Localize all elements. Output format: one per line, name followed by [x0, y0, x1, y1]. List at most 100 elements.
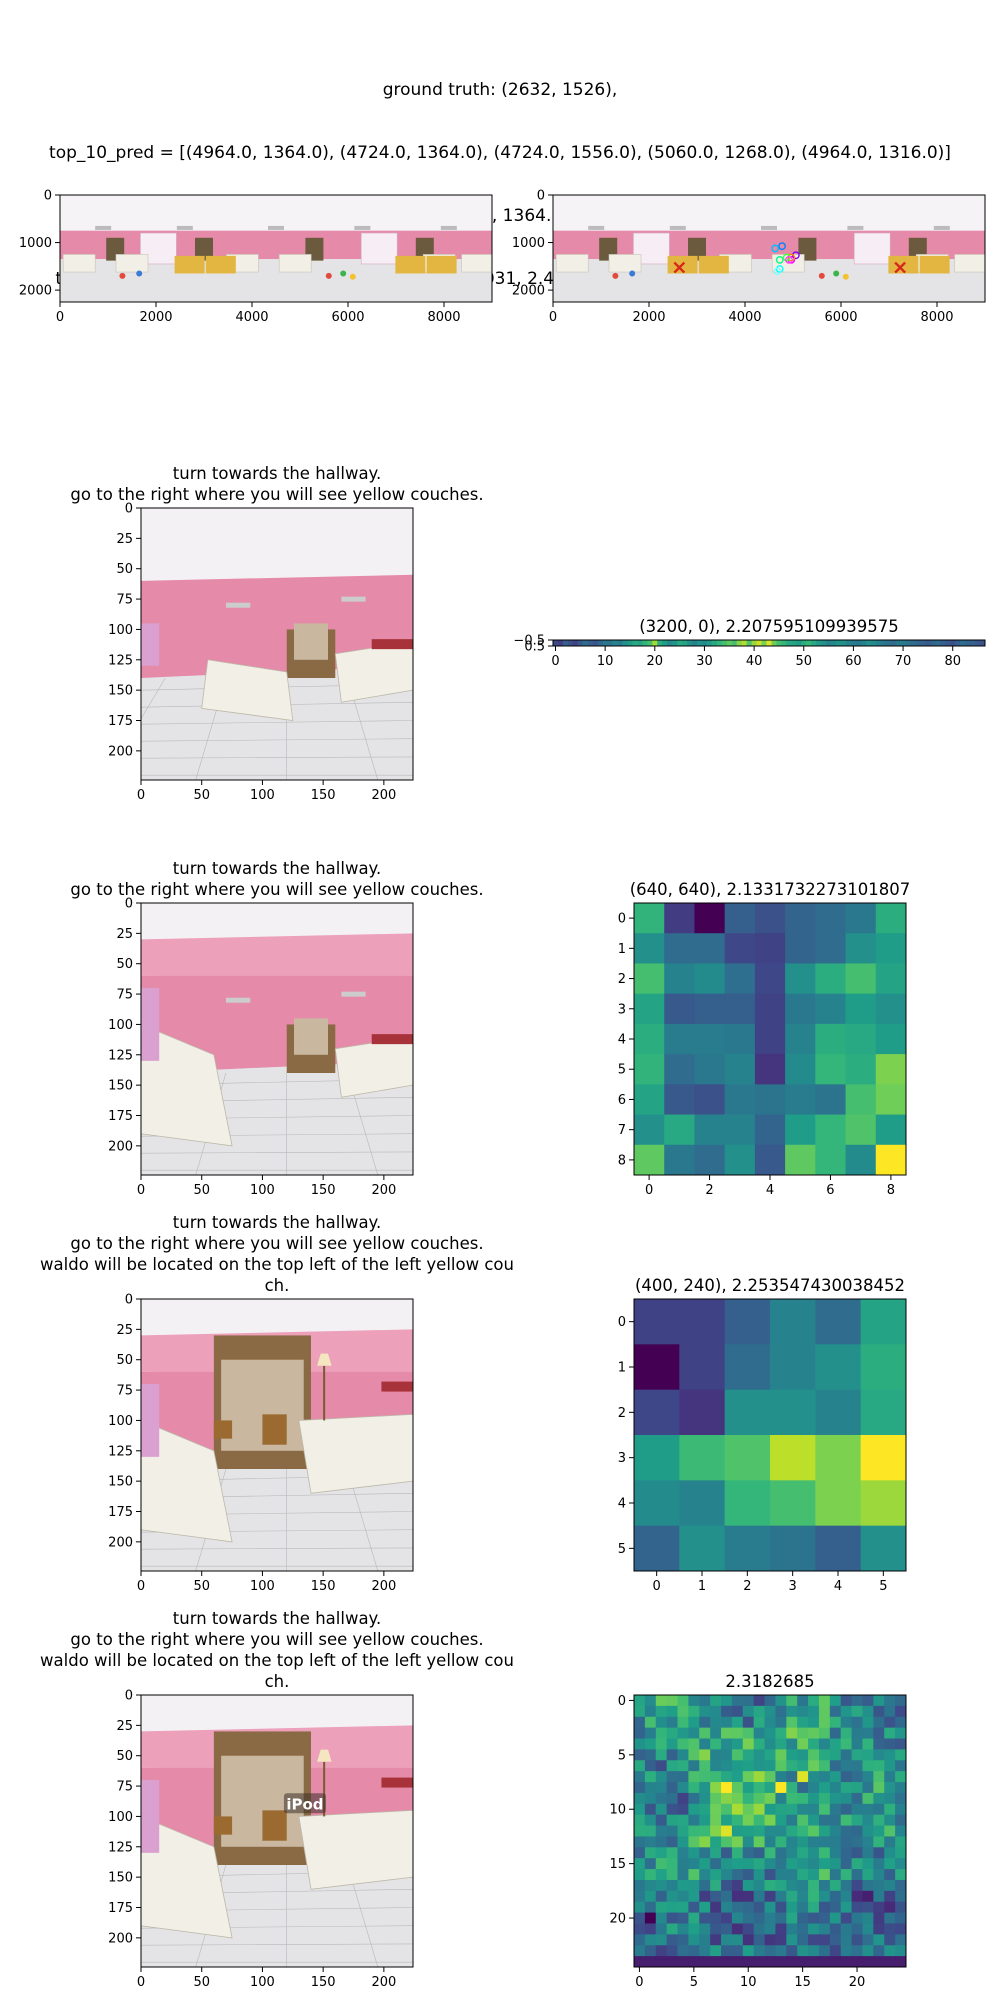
heatmap-cell [786, 1912, 798, 1924]
heatmap-cell [764, 1760, 776, 1772]
heatmap-cell [724, 1084, 756, 1115]
heatmap-cell [741, 640, 748, 647]
heatmap-cell [776, 640, 782, 647]
heatmap-cell [634, 1054, 665, 1085]
heatmap-cell [644, 1945, 657, 1957]
heatmap-cell [884, 1825, 896, 1837]
heatmap-cell [829, 1705, 842, 1718]
heatmap-cell [742, 1782, 755, 1794]
view-left-couch [141, 1419, 233, 1543]
heatmap-cell [710, 1716, 722, 1729]
heatmap-cell [821, 640, 827, 647]
heatmap-cell [724, 1480, 771, 1527]
heatmap-cell [764, 1912, 776, 1924]
x-tick-label: 20 [647, 654, 664, 669]
heatmap-cell [840, 1912, 852, 1924]
heatmap-cell [742, 1760, 755, 1772]
heatmap-cell [845, 903, 877, 934]
heatmap-cell [724, 1054, 756, 1085]
heatmap-cell [666, 1836, 678, 1848]
heatmap-cell [710, 1727, 722, 1739]
heatmap-cell [829, 1901, 842, 1913]
view-left-couch [141, 1815, 233, 1939]
view-light [226, 997, 251, 1003]
view-upper-wall [141, 933, 413, 976]
heatmap-cell [785, 903, 816, 934]
axes-title: (640, 640), 2.1331732273101807 [630, 880, 911, 899]
heatmap-cell [840, 1890, 852, 1903]
pano-toy [119, 272, 126, 279]
heatmap-cell [884, 1890, 896, 1903]
heatmap-cell [721, 1956, 733, 1968]
heatmap-cell [873, 1749, 885, 1761]
pano-yellow-couch [205, 255, 236, 274]
heatmap-cell [797, 1727, 809, 1739]
x-tick-label: 8000 [920, 310, 953, 325]
x-tick-label: 20 [849, 1975, 866, 1990]
view-floor-line [141, 720, 413, 725]
heatmap-cell [742, 1749, 755, 1761]
heatmap-cell [699, 1825, 711, 1837]
heatmap-cell [677, 1956, 689, 1968]
y-tick-label: 3 [618, 1451, 626, 1466]
heatmap-cell [666, 1792, 678, 1805]
heatmap-cell [677, 1803, 689, 1816]
heatmap-cell [775, 1771, 787, 1783]
heatmap-cell [841, 640, 847, 647]
heatmap-cell [677, 1705, 689, 1718]
header-line-ground-truth: ground truth: (2632, 1526), [382, 80, 618, 100]
y-tick-label: 0 [125, 1689, 133, 1704]
heatmap-cell [785, 1054, 816, 1085]
heatmap-cell [851, 1858, 863, 1870]
view-lamp [323, 1365, 326, 1421]
heatmap-cell [840, 1934, 852, 1946]
heatmap-cell [764, 1705, 776, 1718]
view-chair [262, 1810, 287, 1841]
heatmap-cell [806, 640, 812, 647]
heatmap-cell [742, 1869, 755, 1881]
heatmap-cell [699, 1705, 711, 1718]
prediction-point [787, 253, 796, 262]
heatmap-cell [785, 1084, 816, 1115]
heatmap-cell [875, 1144, 907, 1176]
heatmap-cell [710, 1901, 722, 1913]
heatmap-cell [753, 1879, 765, 1892]
heatmap-cell [829, 1749, 842, 1761]
pano-yellow-couch [395, 255, 426, 274]
heatmap-cell [644, 1847, 657, 1859]
y-tick-label: 25 [116, 1323, 133, 1338]
heatmap-cell [797, 1858, 809, 1870]
heatmap-cell [801, 640, 807, 647]
axes-pano_left: 0 2000 4000 6000 8000 0 1000 2000 [19, 189, 493, 325]
y-tick-label: 100 [108, 623, 133, 638]
heatmap-cell [721, 640, 728, 647]
heatmap-cell [666, 1879, 678, 1892]
heatmap-cell [607, 640, 613, 647]
view-light [341, 596, 366, 602]
heatmap-cell [753, 1782, 765, 1794]
heatmap-cell [808, 1705, 820, 1718]
y-tick-label: 25 [116, 1719, 133, 1734]
heatmap-cell [836, 640, 842, 647]
axes-title: turn towards the hallway. [173, 464, 381, 483]
pano-toy [818, 272, 825, 279]
heatmap-cell [666, 1956, 678, 1968]
heatmap-cell [688, 1738, 700, 1750]
ground-truth-marker [894, 261, 906, 274]
x-tick-label: 2 [705, 1183, 713, 1198]
heatmap-cell [845, 1084, 877, 1115]
heatmap-cell [677, 1760, 689, 1772]
heatmap-cell [808, 1727, 820, 1739]
heatmap-cell [808, 1738, 820, 1750]
heatmap-cell [786, 1901, 798, 1913]
heatmap-cell [829, 1836, 842, 1848]
heatmap-cell [688, 1825, 700, 1837]
heatmap-cell [694, 1114, 726, 1146]
heatmap-cell [850, 640, 857, 647]
x-tick-label: 4000 [235, 310, 268, 325]
heatmap-cell [775, 1803, 787, 1816]
heatmap-cell [634, 1792, 646, 1805]
x-tick-label: 150 [311, 1975, 336, 1990]
heatmap-cell [764, 1847, 776, 1859]
heatmap-cell [862, 1858, 874, 1870]
